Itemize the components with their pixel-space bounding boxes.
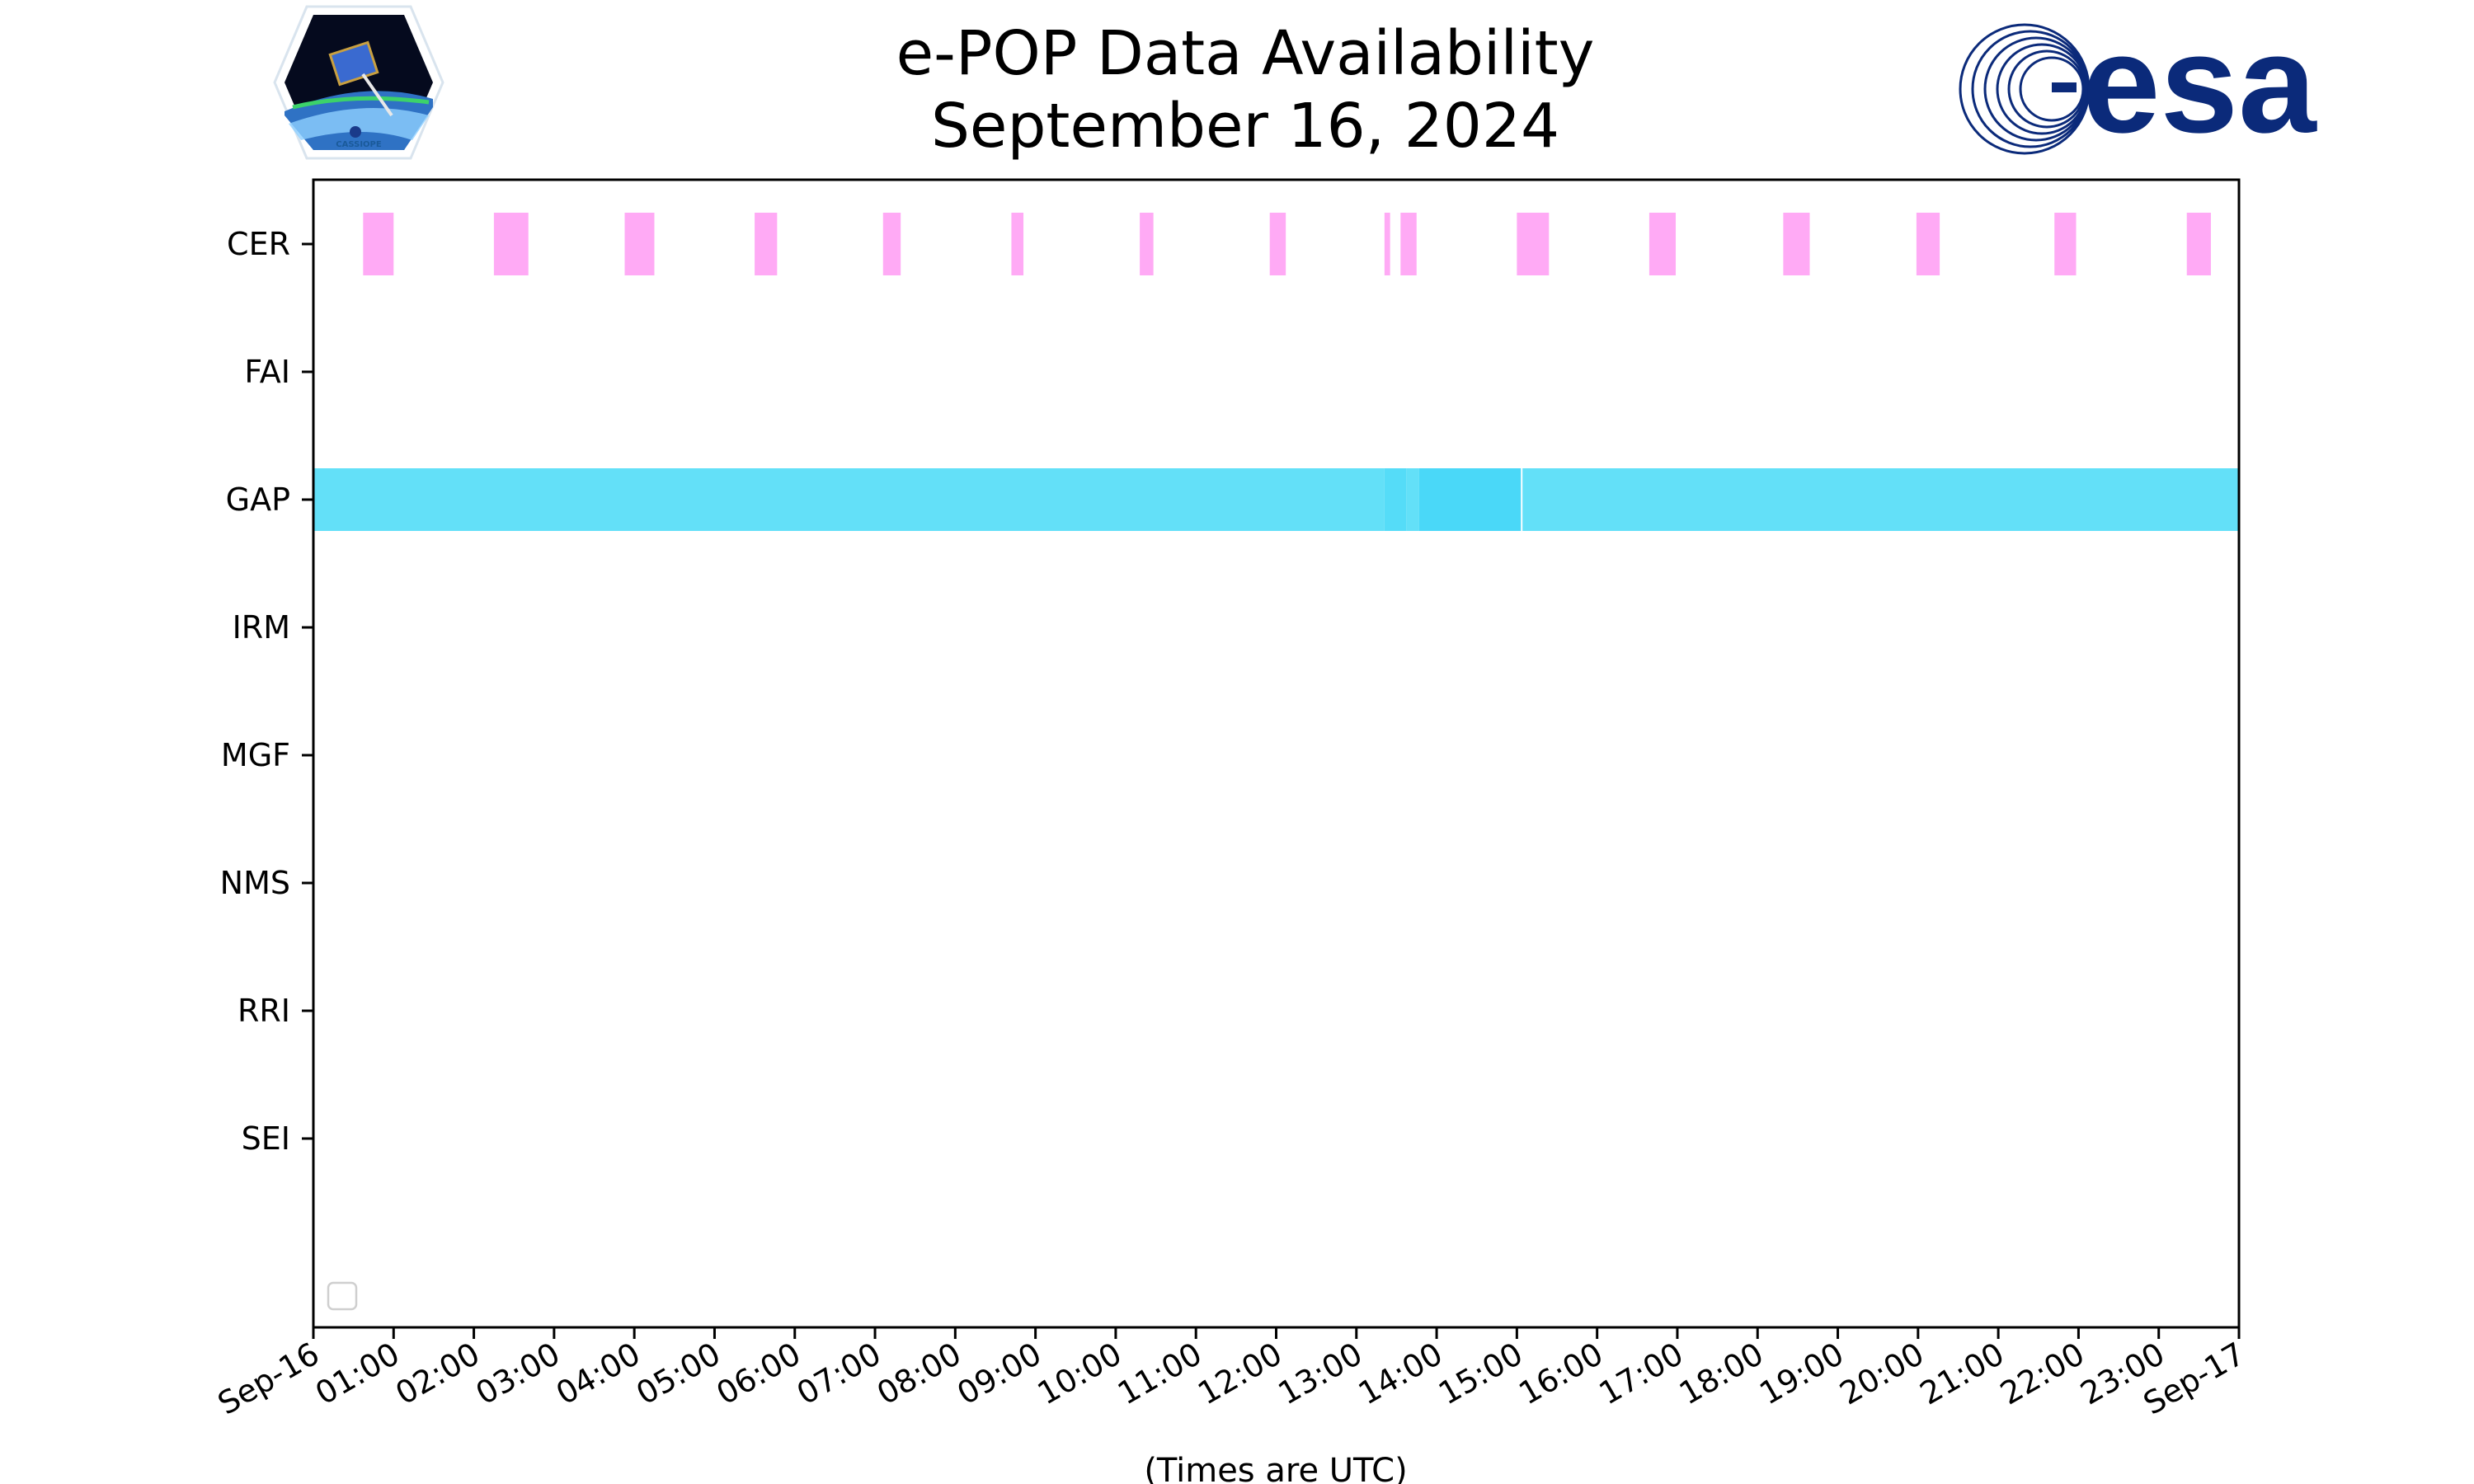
esa-logo-text: esa — [2082, 6, 2317, 162]
cassiope-logo-text: CASSIOPE — [336, 140, 382, 149]
x-tick-label-11: 11:00 — [1112, 1336, 1208, 1412]
x-tick-label-7: 07:00 — [791, 1336, 887, 1412]
esa-swirl-icon — [1959, 23, 2091, 155]
y-tick-label-rri: RRI — [238, 993, 290, 1029]
y-tick-label-irm: IRM — [233, 609, 290, 646]
x-tick-label-13: 13:00 — [1272, 1336, 1368, 1412]
x-tick-label-9: 09:00 — [951, 1336, 1047, 1412]
x-tick-label-15: 15:00 — [1432, 1336, 1529, 1412]
chart-title: e-POP Data Availability — [896, 18, 1595, 89]
x-tick-label-10: 10:00 — [1032, 1336, 1128, 1412]
x-tick-label-14: 14:00 — [1352, 1336, 1449, 1412]
bar-cer-11 — [1649, 213, 1677, 275]
x-tick-label-17: 17:00 — [1593, 1336, 1690, 1412]
x-axis: Sep-1601:0002:0003:0004:0005:0006:0007:0… — [212, 1327, 2251, 1422]
bar-gap-1 — [1384, 468, 1407, 531]
y-axis: CER FAI GAP IRM MGF NMS RRI SEI — [220, 226, 313, 1157]
x-tick-label-4: 04:00 — [550, 1336, 647, 1412]
y-tick-label-nms: NMS — [220, 865, 290, 901]
x-tick-label-1: 01:00 — [309, 1336, 406, 1412]
x-tick-label-2: 02:00 — [389, 1336, 486, 1412]
x-tick-label-6: 06:00 — [710, 1336, 807, 1412]
bar-cer-15 — [2186, 213, 2211, 275]
x-tick-label-5: 05:00 — [630, 1336, 727, 1412]
y-tick-label-gap: GAP — [226, 481, 290, 518]
bar-cer-3 — [755, 213, 778, 275]
bar-gap-2 — [1406, 468, 1419, 531]
bar-cer-14 — [2054, 213, 2077, 275]
bar-gap-3 — [1418, 468, 1522, 531]
bar-cer-12 — [1783, 213, 1810, 275]
x-tick-label-20: 20:00 — [1833, 1336, 1930, 1412]
bar-cer-9 — [1400, 213, 1417, 275]
x-tick-label-21: 21:00 — [1914, 1336, 2011, 1412]
bar-cer-10 — [1517, 213, 1550, 275]
x-tick-label-16: 16:00 — [1512, 1336, 1609, 1412]
x-tick-label-8: 08:00 — [871, 1336, 967, 1412]
bar-gap-0 — [313, 468, 1385, 531]
x-tick-label-18: 18:00 — [1673, 1336, 1770, 1412]
x-tick-label-3: 03:00 — [470, 1336, 567, 1412]
bar-cer-7 — [1269, 213, 1286, 275]
bar-cer-0 — [363, 213, 394, 275]
bar-cer-6 — [1140, 213, 1154, 275]
x-tick-label-19: 19:00 — [1753, 1336, 1850, 1412]
data-bars — [313, 213, 2239, 531]
x-axis-label: (Times are UTC) — [1144, 1452, 1407, 1484]
bar-cer-2 — [624, 213, 655, 275]
bar-cer-13 — [1916, 213, 1940, 275]
y-tick-label-fai: FAI — [244, 354, 290, 390]
bar-gap-4 — [1522, 468, 2239, 531]
y-tick-label-mgf: MGF — [221, 737, 290, 773]
x-tick-label-22: 22:00 — [1994, 1336, 2091, 1412]
legend-box — [327, 1281, 358, 1311]
chart-subtitle: September 16, 2024 — [931, 91, 1559, 162]
plot-frame — [312, 178, 2241, 1329]
bar-cer-4 — [882, 213, 901, 275]
esa-logo: esa — [1959, 6, 2317, 162]
bar-cer-5 — [1011, 213, 1024, 275]
bar-cer-8 — [1384, 213, 1390, 275]
y-tick-label-cer: CER — [227, 226, 290, 262]
cassiope-logo: CASSIOPE — [273, 5, 444, 160]
bar-cer-1 — [493, 213, 529, 275]
x-tick-label-0: Sep-16 — [212, 1336, 326, 1422]
y-tick-label-sei: SEI — [242, 1120, 290, 1157]
x-tick-label-12: 12:00 — [1192, 1336, 1288, 1412]
